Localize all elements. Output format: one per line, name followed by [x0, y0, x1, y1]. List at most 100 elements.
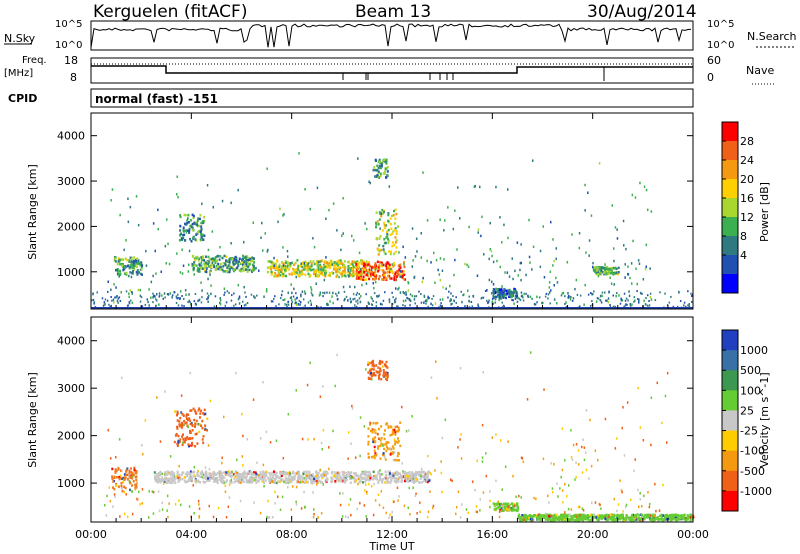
power-cell [119, 258, 121, 262]
power-cell [322, 291, 324, 294]
velocity-cell [192, 407, 195, 411]
velocity-cell [610, 513, 612, 516]
velocity-cell [465, 508, 468, 511]
nsky-panel [90, 20, 694, 51]
power-cell [576, 293, 579, 296]
power-cell [152, 301, 154, 304]
power-cell [252, 269, 255, 272]
power-cell [310, 262, 313, 265]
velocity-cell [561, 468, 564, 472]
nsky-tick-high: 10^5 [55, 19, 82, 30]
velocity-cell [670, 518, 673, 522]
power-cell [196, 267, 199, 270]
power-cell [256, 294, 258, 297]
power-cell [385, 162, 388, 165]
power-cell [316, 186, 319, 190]
velocity-cell [381, 453, 384, 457]
velocity-cell [113, 493, 116, 496]
power-cell [132, 263, 135, 267]
power-cell [514, 289, 517, 293]
power-cell [603, 268, 606, 272]
power-cell [398, 286, 400, 290]
velocity-cell [203, 408, 206, 412]
power-cell [690, 300, 693, 303]
velocity-cell [652, 514, 655, 518]
power-cell [195, 223, 198, 226]
velocity-cell [378, 427, 380, 431]
power-cell [378, 244, 381, 247]
power-cell [468, 299, 470, 302]
velocity-cell [423, 479, 426, 483]
velocity-cell [185, 421, 188, 424]
power-cell [477, 303, 479, 306]
velocity-cell [304, 505, 306, 509]
power-cell [304, 273, 307, 277]
velocity-cell [353, 472, 356, 475]
power-cell [477, 305, 480, 308]
power-cell [156, 299, 158, 302]
power-cell [150, 280, 153, 284]
power-cell [332, 301, 334, 305]
power-cell [336, 294, 338, 297]
velocity-cell [405, 430, 408, 433]
velocity-cell [479, 498, 481, 501]
power-cell [397, 269, 400, 273]
power-cell [333, 263, 335, 266]
power-cell [390, 227, 393, 230]
power-cell [378, 250, 381, 253]
velocity-cell [411, 415, 413, 418]
power-cell [403, 273, 406, 276]
velocity-cell [188, 417, 191, 420]
power-cell [603, 271, 606, 274]
power-cell [375, 223, 378, 226]
velocity-cell [263, 481, 265, 484]
velocity-cell [125, 493, 127, 496]
velocity-cell [190, 478, 193, 481]
power-cell [297, 266, 299, 269]
velocity-cell [621, 516, 624, 520]
power-cell [125, 271, 128, 275]
velocity-cell [189, 422, 192, 426]
velocity-cell [262, 470, 264, 473]
power-cell [454, 209, 456, 212]
power-cell [214, 256, 217, 259]
power-cell [385, 176, 388, 179]
velocity-cell [387, 470, 390, 473]
velocity-cell [619, 516, 622, 519]
velocity-cell [341, 515, 344, 518]
velocity-cell [680, 516, 683, 520]
power-cell [330, 259, 333, 263]
velocity-cell [235, 479, 238, 483]
velocity-cell [267, 516, 269, 519]
velocity-cell [313, 513, 315, 516]
power-cell [219, 297, 221, 300]
power-cell [140, 265, 143, 269]
power-cell [649, 296, 652, 299]
power-cell [290, 283, 292, 286]
power-cell [221, 199, 224, 203]
power-cell [529, 295, 532, 299]
power-cell [391, 302, 394, 305]
velocity-cell [506, 502, 509, 506]
velocity-cell [224, 473, 227, 476]
velocity-cell [360, 476, 363, 479]
velocity-cell [397, 499, 399, 502]
power-cell [235, 303, 237, 306]
velocity-cell [125, 473, 128, 477]
power-cell [191, 262, 194, 266]
power-cell [491, 280, 493, 284]
velocity-cell [377, 470, 380, 473]
power-cell [607, 297, 610, 300]
power-cell [628, 290, 630, 293]
velocity-cell [286, 478, 289, 481]
power-cell [649, 292, 652, 295]
velocity-cell [321, 475, 324, 478]
power-cell [179, 229, 182, 232]
velocity-cell [295, 500, 297, 504]
velocity-cell [251, 481, 254, 484]
velocity-cell [287, 413, 290, 416]
velocity-cell [177, 476, 180, 480]
power-cell [300, 262, 302, 265]
power-cell [319, 291, 322, 294]
velocity-cell [395, 470, 398, 474]
